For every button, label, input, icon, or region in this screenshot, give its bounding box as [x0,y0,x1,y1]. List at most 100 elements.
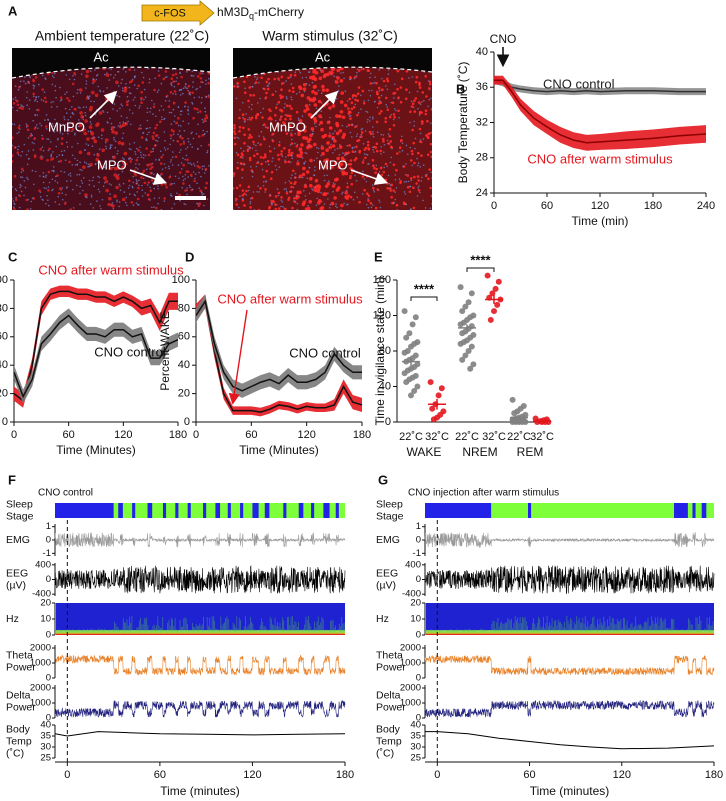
cell [53,169,55,172]
cell [248,106,250,108]
cell [114,146,117,149]
spectrogram-streak [230,630,232,634]
cell [91,90,95,95]
cell [71,106,73,108]
cell [138,127,141,130]
cell [257,208,261,210]
cell [242,126,245,130]
cell [288,180,291,182]
cell [160,156,163,159]
cell [85,69,90,74]
cell [133,69,136,71]
spectrogram-streak [481,628,483,634]
spectrogram-streak [174,618,176,634]
cell [288,89,291,92]
cell [197,203,199,205]
cell [361,175,365,178]
stage-segment [311,503,315,518]
cell [291,174,293,176]
spectrogram-streak [64,630,66,634]
y-tick-label: 10 [410,614,421,625]
series-line [493,79,706,93]
cell [308,71,311,73]
cell [338,114,342,119]
cell [335,188,340,192]
cell [375,142,379,146]
cell [366,154,369,156]
data-point [509,396,516,403]
data-point [427,379,434,386]
cell [295,145,299,148]
cell [341,170,346,174]
cell [355,135,358,137]
cell [256,113,260,116]
cell [372,146,374,149]
cell [264,191,267,193]
cell [182,142,186,145]
cell [113,194,117,198]
cell [66,141,68,144]
cell [203,204,205,207]
cell [37,127,39,129]
cell [283,188,286,190]
cell [89,70,92,72]
cell [189,186,191,188]
cell [375,81,378,85]
cell [55,96,57,99]
cell [182,182,185,185]
spectrogram-streak [299,630,301,634]
spectrogram-streak [425,630,426,634]
spectrogram-streak [614,624,616,634]
cell [363,188,366,192]
cell [318,123,321,126]
y-tick-label: -1 [413,548,421,559]
cell [17,154,20,156]
cell [117,150,119,152]
cell [249,206,252,209]
spectrogram-streak [171,617,172,634]
spectrogram-streak [211,616,213,634]
spectrogram-streak [215,628,217,634]
cell [128,109,131,111]
cell [187,109,189,112]
cell [117,141,122,145]
cell [284,159,286,161]
error-band [494,75,706,151]
cell [240,147,242,150]
cell [12,102,16,105]
cell [48,147,51,151]
cell [347,203,349,206]
cell [15,196,17,199]
cell [251,170,254,173]
cell [172,151,174,153]
cell [117,85,120,87]
cell [185,154,188,157]
spectrogram-streak [488,631,490,634]
spectrogram-streak [254,629,256,634]
spectrogram-streak [175,629,177,634]
cell [201,133,205,137]
cell [296,143,299,146]
cell [128,68,131,71]
cell [287,76,290,80]
spectrogram-streak [594,625,596,634]
spectrogram-streak [204,630,206,634]
cell [85,80,88,82]
spectrogram-streak [663,619,665,634]
spectrogram-streak [167,622,169,634]
cell [277,143,281,147]
cell [87,144,90,146]
cell [369,95,372,97]
cell [183,130,186,132]
spectrogram-streak [625,625,627,634]
cell [82,116,84,118]
cell [298,190,302,195]
cell [29,76,32,79]
cell [51,75,54,77]
data-point [403,379,410,386]
cell [429,186,432,190]
cell [78,119,80,121]
data-point [411,387,418,394]
spectrogram-streak [304,624,306,634]
cell [277,207,281,210]
